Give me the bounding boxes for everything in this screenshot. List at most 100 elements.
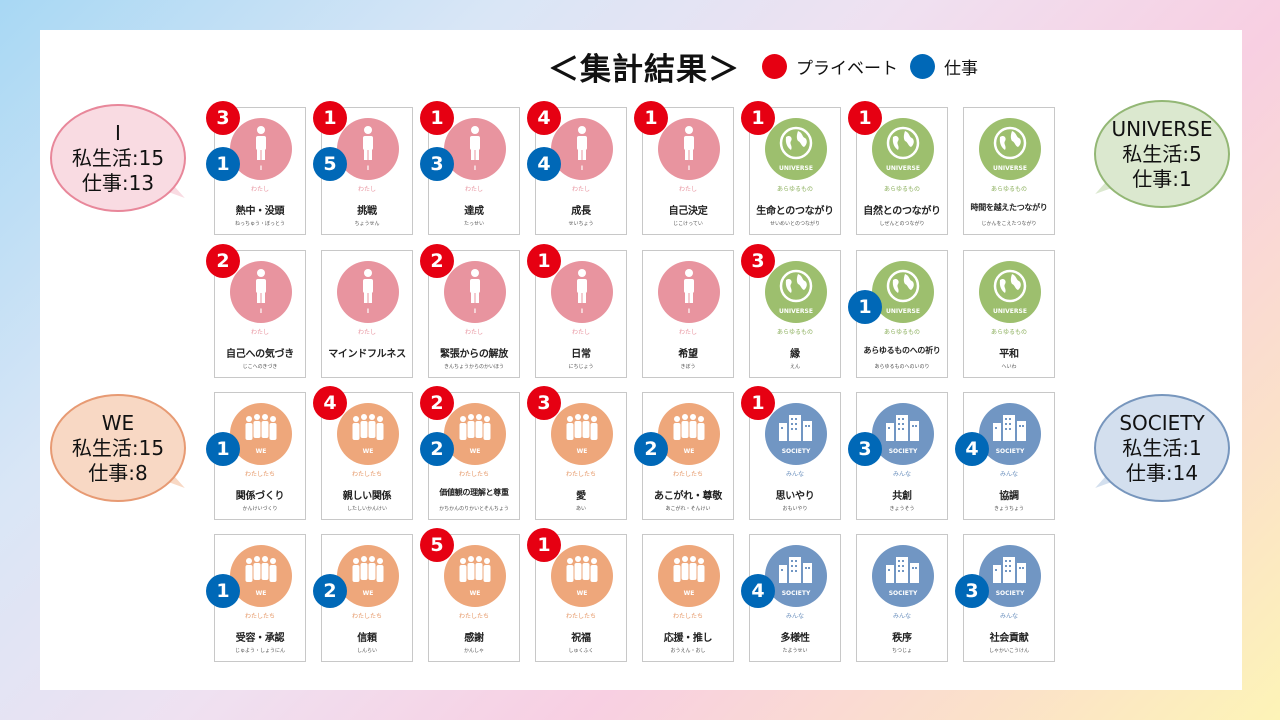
card-reading: たっせい	[463, 221, 484, 227]
category-circle: WE	[444, 403, 506, 465]
category-label: WE	[255, 590, 267, 597]
card-reading: あこがれ・そんけい	[665, 506, 711, 512]
page-title: ＜集計結果＞	[548, 52, 740, 88]
work-count-badge: 1	[206, 147, 240, 181]
category-label: WE	[362, 448, 374, 455]
person-icon	[572, 269, 592, 307]
card-reading: きょうちょう	[993, 506, 1024, 512]
card-reading: ちつじょ	[891, 648, 912, 654]
group-icon	[564, 555, 600, 589]
bubble-line: UNIVERSE	[1111, 116, 1213, 141]
person-icon	[358, 269, 378, 307]
private-count-badge: 1	[741, 101, 775, 135]
bubble-society-summary: SOCIETY 私生活:1 仕事:14	[1094, 394, 1230, 502]
category-label: UNIVERSE	[886, 165, 920, 172]
legend-work-label: 仕事	[944, 58, 978, 79]
card-reading: おもいやり	[782, 506, 808, 512]
globe-icon	[779, 269, 813, 307]
card-reading: じこけってい	[673, 221, 703, 227]
private-count-badge: 1	[634, 101, 668, 135]
category-circle: SOCIETY	[979, 545, 1041, 607]
private-count-badge: 5	[420, 528, 454, 562]
card-name: 感謝	[464, 633, 484, 644]
category-jp-label: わたしたち	[458, 471, 489, 478]
private-count-badge: 1	[848, 101, 882, 135]
category-circle: I	[444, 261, 506, 323]
category-jp-label: わたしたち	[672, 613, 703, 620]
group-icon	[564, 413, 600, 447]
category-circle: UNIVERSE	[872, 118, 934, 180]
value-card: I わたし 自己への気づき じこへのきづき	[214, 250, 306, 378]
work-count-badge: 4	[527, 147, 561, 181]
private-count-badge: 3	[741, 244, 775, 278]
card-reading: きょうそう	[889, 506, 915, 512]
group-icon	[243, 413, 279, 447]
card-name: 日常	[571, 349, 591, 360]
card-reading: きぼう	[680, 364, 696, 370]
work-count-badge: 4	[741, 574, 775, 608]
category-label: WE	[255, 448, 267, 455]
legend-private: プライベート	[762, 52, 898, 80]
card-reading: ちょうせん	[354, 221, 380, 227]
category-jp-label: みんな	[892, 613, 911, 620]
globe-icon	[993, 126, 1027, 164]
category-circle: SOCIETY	[872, 403, 934, 465]
legend-private-label: プライベート	[796, 58, 898, 79]
value-card: UNIVERSE あらゆるもの 平和 へいわ	[963, 250, 1055, 378]
value-card: WE わたしたち 応援・推し おうえん・おし	[642, 534, 734, 662]
person-icon	[679, 269, 699, 307]
buildings-icon	[990, 555, 1030, 589]
category-circle: SOCIETY	[872, 545, 934, 607]
card-name: 共創	[892, 491, 912, 502]
private-count-badge: 1	[741, 386, 775, 420]
group-icon	[350, 555, 386, 589]
category-jp-label: あらゆるもの	[776, 186, 813, 193]
category-circle: UNIVERSE	[765, 261, 827, 323]
bubble-line: I	[115, 120, 121, 145]
category-label: I	[580, 165, 584, 172]
category-circle: SOCIETY	[979, 403, 1041, 465]
category-jp-label: わたし	[464, 186, 483, 193]
card-reading: しんらい	[356, 648, 377, 654]
legend-private-dot	[762, 53, 787, 79]
category-circle: I	[658, 261, 720, 323]
card-reading: しゃかいこうけん	[988, 648, 1029, 654]
card-name: 生命とのつながり	[756, 206, 834, 217]
category-jp-label: わたしたち	[244, 613, 275, 620]
card-reading: しゅくふく	[568, 648, 594, 654]
card-name: 熱中・没頭	[235, 206, 285, 217]
category-label: I	[366, 308, 370, 315]
category-label: UNIVERSE	[779, 165, 813, 172]
card-name: 平和	[999, 349, 1019, 360]
card-name: 秩序	[892, 633, 912, 644]
card-name: 達成	[464, 206, 484, 217]
value-card: UNIVERSE あらゆるもの 時間を越えたつながり じかんをこえたつながり	[963, 107, 1055, 235]
person-icon	[251, 126, 271, 164]
card-name: 関係づくり	[235, 491, 285, 502]
bubble-line: 私生活:15	[71, 145, 165, 170]
value-card: SOCIETY みんな 社会貢献 しゃかいこうけん	[963, 534, 1055, 662]
work-count-badge: 2	[420, 432, 454, 466]
card-reading: あらゆるものへのいのり	[874, 364, 930, 370]
card-name: 社会貢献	[989, 633, 1029, 644]
category-circle: WE	[230, 545, 292, 607]
category-label: I	[473, 308, 477, 315]
card-reading: せいちょう	[568, 221, 594, 227]
bubble-line: 私生活:15	[71, 435, 165, 460]
card-reading: かちかんのりかいとそんちょう	[439, 506, 509, 512]
value-card: WE わたしたち 祝福 しゅくふく	[535, 534, 627, 662]
legend-work-dot	[910, 53, 935, 79]
category-circle: I	[658, 118, 720, 180]
category-circle: I	[551, 118, 613, 180]
card-reading: ねっちゅう・ぼっとう	[234, 221, 285, 227]
work-count-badge: 1	[206, 574, 240, 608]
category-circle: UNIVERSE	[979, 118, 1041, 180]
card-name: 受容・承認	[235, 633, 285, 644]
bubble-i-summary: I 私生活:15 仕事:13	[50, 104, 186, 212]
category-jp-label: みんな	[892, 471, 911, 478]
category-circle: WE	[551, 545, 613, 607]
category-jp-label: わたしたち	[244, 471, 275, 478]
category-circle: I	[337, 118, 399, 180]
work-count-badge: 2	[313, 574, 347, 608]
private-count-badge: 4	[527, 101, 561, 135]
